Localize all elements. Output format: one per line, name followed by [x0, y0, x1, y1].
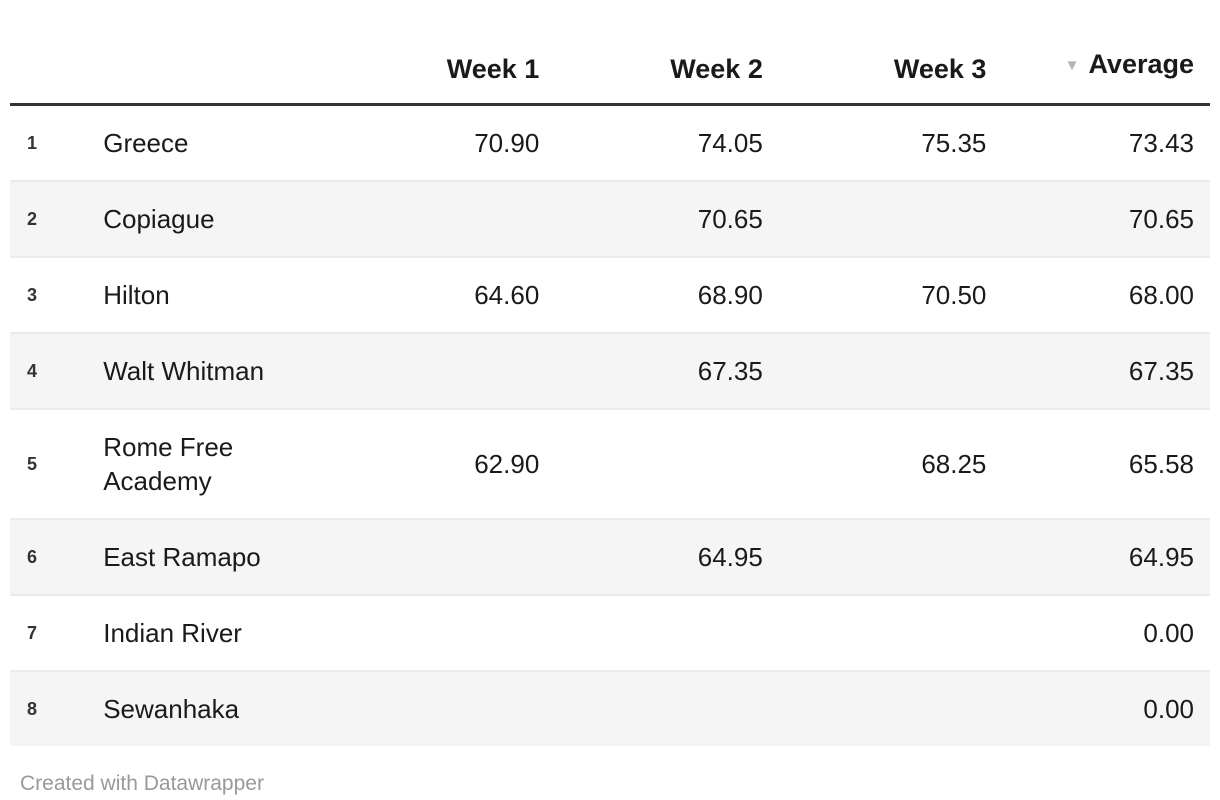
team-name-cell: Hilton [103, 256, 316, 333]
average-value-cell: 0.00 [986, 670, 1210, 746]
week2-value-cell [539, 408, 763, 519]
col-header-average-label: Average [1088, 49, 1194, 79]
chart-footer: Created with Datawrapper [20, 772, 1210, 796]
rank-cell: 8 [10, 670, 104, 746]
rank-cell: 5 [10, 408, 104, 519]
week1-value-cell [315, 180, 540, 257]
week1-value-cell [315, 332, 540, 409]
average-value-cell: 67.35 [986, 332, 1210, 409]
col-header-week1[interactable]: Week 1 [315, 12, 540, 106]
ranking-table: Week 1 Week 2 Week 3 ▼ Average 1 Greece 70.… [10, 12, 1210, 746]
col-header-name [103, 12, 316, 106]
table-row: 1 Greece 70.90 74.05 75.35 73.43 [10, 104, 1210, 181]
week3-value-cell [762, 594, 987, 671]
col-header-week3[interactable]: Week 3 [762, 12, 987, 106]
team-name-cell: Copiague [103, 180, 316, 257]
team-name-cell: Rome Free Academy [103, 408, 316, 519]
team-name-cell: East Ramapo [103, 518, 316, 595]
week1-value-cell [315, 670, 540, 746]
average-value-cell: 0.00 [986, 594, 1210, 671]
rank-cell: 6 [10, 518, 104, 595]
rank-cell: 7 [10, 594, 104, 671]
average-value-cell: 73.43 [1128, 128, 1194, 158]
team-name-cell: Indian River [103, 594, 316, 671]
table-header-row: Week 1 Week 2 Week 3 ▼ Average [10, 12, 1210, 106]
sort-descending-icon: ▼ [1064, 57, 1080, 74]
col-header-week2[interactable]: Week 2 [539, 12, 763, 106]
col-header-average[interactable]: ▼ Average [986, 12, 1210, 106]
rank-cell: 4 [10, 332, 104, 409]
average-value-cell: 64.95 [986, 518, 1210, 595]
week3-value-cell: 70.50 [762, 256, 987, 333]
team-name-cell: Sewanhaka [103, 670, 316, 746]
week3-value-cell: 68.25 [762, 408, 987, 519]
average-value-cell: 65.58 [986, 408, 1210, 519]
week1-value-cell: 62.90 [315, 408, 540, 519]
week3-value-cell [762, 670, 987, 746]
table-body: 1 Greece 70.90 74.05 75.35 73.43 2 Copiague 70.6… [10, 104, 1210, 746]
week3-value-cell [762, 518, 987, 595]
datawrapper-attribution-link[interactable]: Created with Datawrapper [20, 772, 264, 795]
week3-value-cell [762, 332, 987, 409]
table-row: 5 Rome Free Academy 62.90 68.25 65.58 [10, 408, 1210, 519]
table-row: 2 Copiague 70.65 70.65 [10, 180, 1210, 257]
week2-value-cell [539, 670, 763, 746]
week2-value-cell: 68.90 [539, 256, 763, 333]
table-row: 6 East Ramapo 64.95 64.95 [10, 518, 1210, 595]
week1-value-cell: 70.90 [474, 128, 540, 158]
week2-value-cell [539, 594, 763, 671]
rank-cell: 1 [27, 133, 38, 153]
team-name-cell: Walt Whitman [103, 332, 316, 409]
week2-value-cell: 64.95 [539, 518, 763, 595]
average-value-cell: 70.65 [986, 180, 1210, 257]
team-name-cell: Greece [103, 128, 189, 158]
average-value-cell: 68.00 [986, 256, 1210, 333]
week1-value-cell: 64.60 [315, 256, 540, 333]
week1-value-cell [315, 518, 540, 595]
week2-value-cell: 67.35 [539, 332, 763, 409]
week1-value-cell [315, 594, 540, 671]
col-header-rank [10, 12, 104, 106]
week3-value-cell [762, 180, 987, 257]
table-row: 8 Sewanhaka 0.00 [10, 670, 1210, 746]
week3-value-cell: 75.35 [921, 128, 987, 158]
week2-value-cell: 70.65 [539, 180, 763, 257]
table-row: 3 Hilton 64.60 68.90 70.50 68.00 [10, 256, 1210, 333]
week2-value-cell: 74.05 [697, 128, 763, 158]
rank-cell: 2 [10, 180, 104, 257]
rank-cell: 3 [10, 256, 104, 333]
table-row: 7 Indian River 0.00 [10, 594, 1210, 671]
table-row: 4 Walt Whitman 67.35 67.35 [10, 332, 1210, 409]
